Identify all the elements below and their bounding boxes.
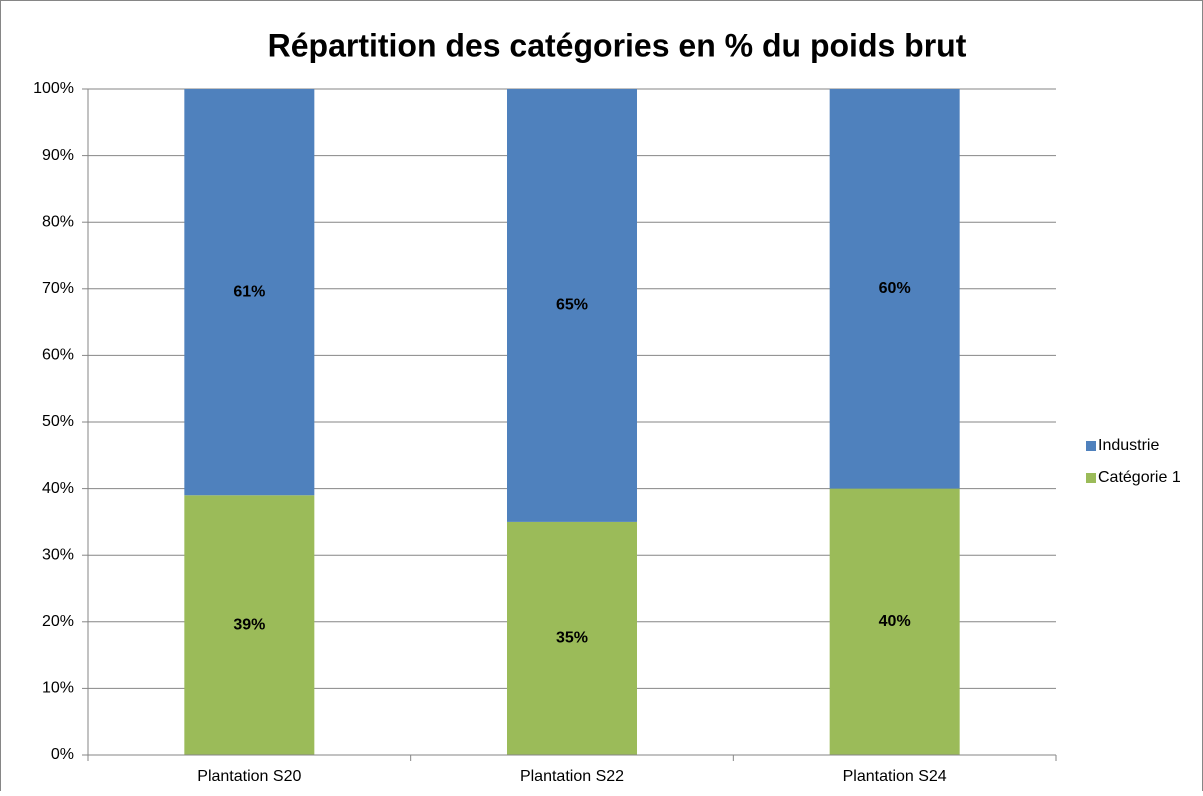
y-tick-label: 30% [42,546,74,563]
data-label: 35% [556,630,588,647]
bar-segment [507,89,637,522]
bar-segment [184,89,315,496]
bar-segment [184,495,315,755]
y-tick-label: 0% [51,746,74,763]
y-tick-label: 10% [42,680,74,697]
y-tick-label: 100% [33,80,74,97]
x-tick-label: Plantation S20 [197,768,301,785]
y-tick-label: 80% [42,213,74,230]
data-label: 61% [233,283,265,300]
x-tick-label: Plantation S22 [520,768,624,785]
y-tick-label: 20% [42,613,74,630]
bar-segment [507,521,637,755]
data-label: 40% [879,613,911,630]
chart-title: Répartition des catégories en % du poids… [268,27,967,63]
x-tick-label: Plantation S24 [843,768,947,785]
y-tick-label: 40% [42,480,74,497]
y-tick-label: 50% [42,413,74,430]
data-label: 65% [556,297,588,314]
y-tick-label: 70% [42,280,74,297]
bar-segment [829,89,960,489]
legend-label: Industrie [1098,437,1159,454]
data-label: 39% [233,616,265,633]
legend-swatch [1086,473,1096,483]
y-tick-label: 60% [42,347,74,364]
y-tick-label: 90% [42,147,74,164]
bar-segment [829,488,960,755]
data-label: 60% [879,280,911,297]
legend-label: Catégorie 1 [1098,469,1181,486]
legend-swatch [1086,441,1096,451]
